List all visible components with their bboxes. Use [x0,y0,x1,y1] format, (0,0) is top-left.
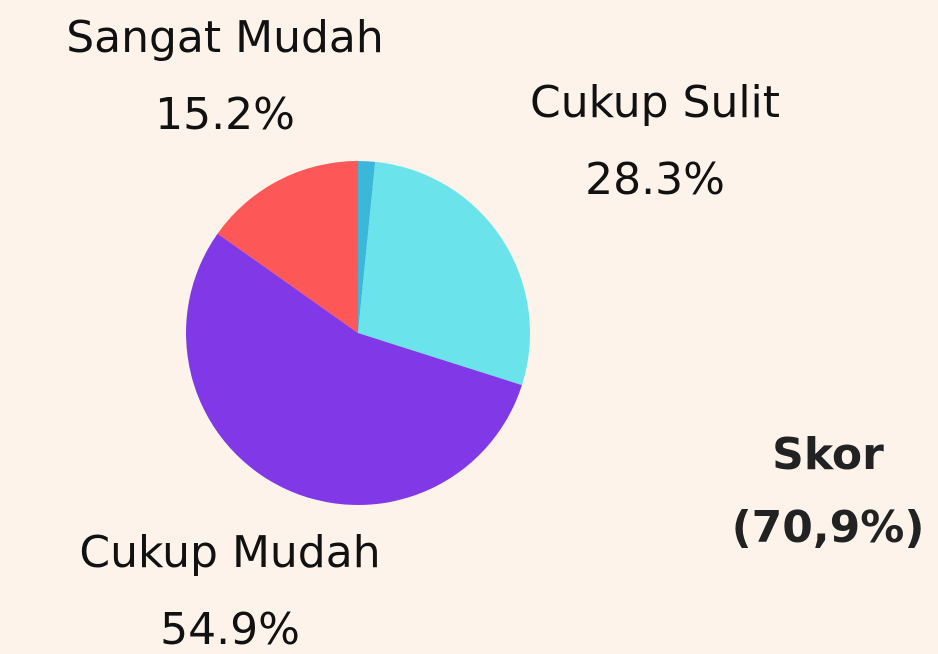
value-label: 15.2% [155,89,295,140]
value-label: 54.9% [160,604,300,654]
pie-slice [217,161,358,333]
annotation: (70,9%) [732,502,925,553]
slice-label: Sangat Mudah [66,12,384,63]
pie-slice [358,161,530,386]
pie-slice [186,233,522,505]
slice-label: Cukup Sulit [530,77,780,128]
value-label: 28.3% [585,154,725,205]
pie-slice [358,161,376,333]
annotation: Skor [772,429,884,480]
slice-label: Cukup Mudah [79,527,380,578]
